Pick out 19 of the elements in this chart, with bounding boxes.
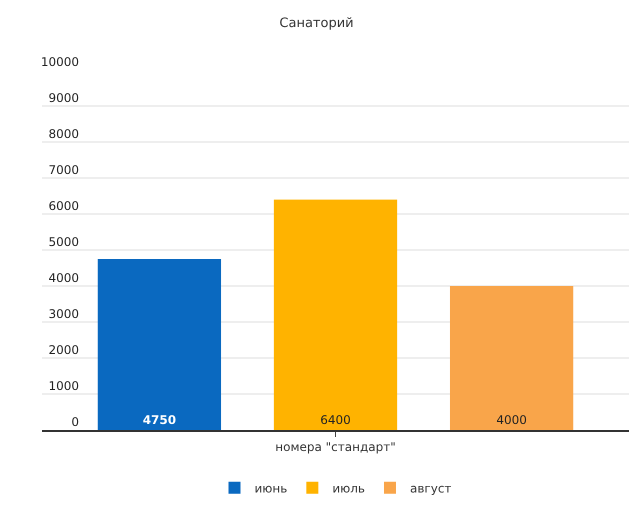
legend-label: август	[410, 481, 452, 496]
y-tick-label: 5000	[48, 234, 79, 249]
y-tick-label: 4000	[48, 270, 79, 285]
y-tick-label: 7000	[48, 162, 79, 177]
data-label: 4750	[142, 413, 176, 427]
x-tick-label: номера "стандарт"	[275, 440, 396, 454]
chart-title: Санаторий	[279, 16, 354, 31]
y-tick-label: 6000	[48, 198, 79, 213]
y-tick-label: 9000	[48, 90, 79, 105]
y-tick-label: 8000	[48, 126, 79, 141]
legend-label: июнь	[254, 481, 288, 496]
legend-label: июль	[332, 481, 365, 496]
y-tick-label: 1000	[48, 378, 79, 393]
y-tick-label: 10000	[40, 54, 79, 69]
y-tick-label: 3000	[48, 306, 79, 321]
data-label: 4000	[496, 413, 527, 427]
data-label: 6400	[320, 413, 351, 427]
y-tick-label: 0	[71, 414, 79, 429]
y-tick-label: 2000	[48, 342, 79, 357]
